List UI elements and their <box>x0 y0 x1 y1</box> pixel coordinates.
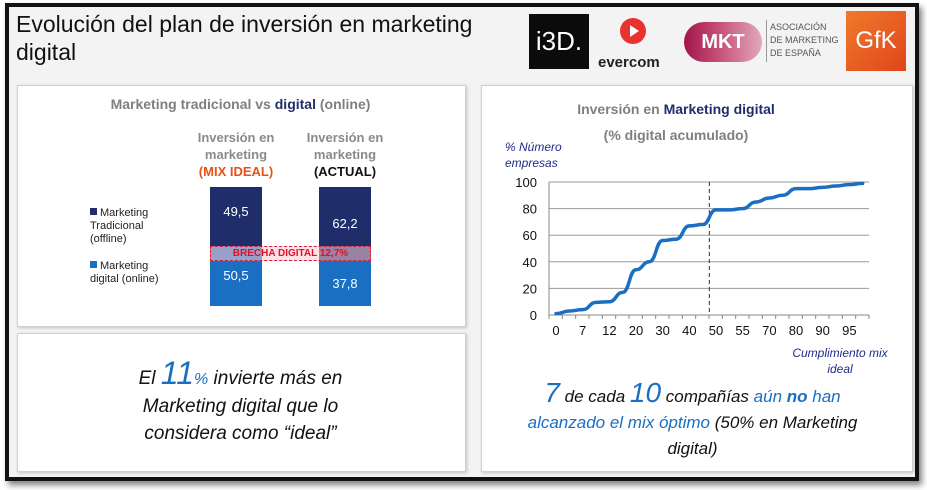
series-line <box>554 181 865 316</box>
title-part: digital <box>274 96 316 112</box>
col-line: (MIX IDEAL) <box>198 164 274 179</box>
column-header-ideal: Inversión en marketing (MIX IDEAL) <box>181 129 291 180</box>
highlight-pct: % <box>194 371 209 388</box>
y-tick-label: 60 <box>523 228 537 243</box>
col-line: Inversión en <box>306 130 384 145</box>
play-icon <box>630 25 639 37</box>
statement-right: 7 de cada 10 compañías aún no han alcanz… <box>495 377 890 462</box>
legend-item-digital: Marketing digital (online) <box>90 260 180 286</box>
legend-label: Marketing Tradicional (offline) <box>90 207 149 245</box>
title-part: (online) <box>315 96 371 112</box>
bar-value-label: 37,8 <box>332 275 358 291</box>
highlight-number: 10 <box>629 377 662 408</box>
x-tick-label: 20 <box>629 323 643 338</box>
bar-traditional <box>210 187 262 246</box>
text: (50% en Marketing <box>709 413 858 432</box>
title-part: Inversión en <box>577 101 664 117</box>
col-line: marketing <box>313 147 377 162</box>
x-tick-label: 50 <box>709 323 723 338</box>
statement-line: El 11% invierte más en <box>17 357 464 393</box>
mkt-circles: MKT <box>684 22 762 62</box>
statement-line: Marketing digital que lo <box>142 396 339 417</box>
digital-gap-band: BRECHA DIGITAL 12,7% <box>210 245 371 261</box>
highlight-text: no <box>786 387 808 406</box>
x-tick-label: 80 <box>789 323 803 338</box>
statement-line: digital) <box>667 439 718 458</box>
y-tick-label: 40 <box>523 255 537 270</box>
title-line: Inversión en Marketing digital <box>481 96 871 122</box>
x-tick-label: 7 <box>579 323 586 338</box>
y-tick-label: 20 <box>523 281 537 296</box>
bar-digital <box>319 261 371 306</box>
evercom-text: evercom <box>598 54 660 71</box>
bar-value-label: 62,2 <box>332 216 358 231</box>
y-tick-label: 0 <box>530 308 537 323</box>
title-part: Marketing tradicional vs <box>110 96 275 112</box>
divider <box>766 20 767 62</box>
statement-line: 7 de cada 10 compañías aún no han <box>495 377 890 410</box>
x-tick-label: 30 <box>655 323 669 338</box>
highlight-text: han <box>807 387 841 406</box>
chart-subtitle: (% digital acumulado) <box>603 127 749 143</box>
y-tick-label: 100 <box>515 175 537 190</box>
col-line: marketing <box>204 147 268 162</box>
mkt-caption-line: DE MARKETING <box>770 35 839 45</box>
highlight-number: 11 <box>160 355 195 391</box>
x-tick-label: 12 <box>602 323 616 338</box>
statement-panel-left <box>17 333 466 472</box>
y-axis-label: % Número empresas <box>505 140 562 170</box>
bar-value-label: 50,5 <box>223 267 249 283</box>
digital-investment-panel <box>481 85 913 472</box>
statement-left: El 11% invierte más en Marketing digital… <box>17 357 464 447</box>
x-tick-label: 70 <box>762 323 776 338</box>
i3d-logo: i3D. <box>529 14 589 69</box>
mkt-caption-line: ASOCIACIÓN <box>770 22 827 32</box>
text: invierte más en <box>208 368 343 389</box>
x-tick-label: 90 <box>815 323 829 338</box>
gfk-logo: GfK <box>846 11 906 71</box>
mkt-logo: MKT ASOCIACIÓN DE MARKETING DE ESPAÑA <box>684 18 844 68</box>
x-tick-label: 55 <box>735 323 749 338</box>
mkt-caption: ASOCIACIÓN DE MARKETING DE ESPAÑA <box>770 21 839 60</box>
legend-swatch <box>90 261 97 268</box>
y-tick-label: 80 <box>523 202 537 217</box>
column-header-actual: Inversión en marketing (ACTUAL) <box>290 129 400 180</box>
statement-line: alcanzado el mix óptimo (50% en Marketin… <box>495 410 890 436</box>
highlight-text: alcanzado el mix óptimo <box>527 413 710 432</box>
text: de cada <box>559 387 630 406</box>
legend-label: Marketing digital (online) <box>90 260 159 285</box>
page-title: Evolución del plan de inversión en marke… <box>16 11 473 65</box>
highlight-text: aún <box>753 387 787 406</box>
legend-item-traditional: Marketing Tradicional (offline) <box>90 207 180 246</box>
text: El <box>138 368 161 389</box>
highlight-number: 7 <box>544 377 560 408</box>
x-tick-label: 40 <box>682 323 696 338</box>
text: compañías <box>661 387 754 406</box>
title-part: Marketing digital <box>663 101 775 117</box>
statement-line: considera como “ideal” <box>144 423 337 444</box>
right-chart-title: Inversión en Marketing digital (% digita… <box>481 96 871 148</box>
bar-value-label: 49,5 <box>223 204 249 220</box>
legend-swatch <box>90 208 97 215</box>
x-axis-label: Cumplimiento mix ideal <box>792 346 888 376</box>
x-tick-label: 95 <box>842 323 856 338</box>
col-line: Inversión en <box>197 130 275 145</box>
x-tick-label: 0 <box>552 323 559 338</box>
evercom-logo: evercom <box>598 14 678 72</box>
mkt-caption-line: DE ESPAÑA <box>770 48 821 58</box>
col-line: (ACTUAL) <box>313 164 377 179</box>
left-chart-title: Marketing tradicional vs digital (online… <box>17 96 464 112</box>
